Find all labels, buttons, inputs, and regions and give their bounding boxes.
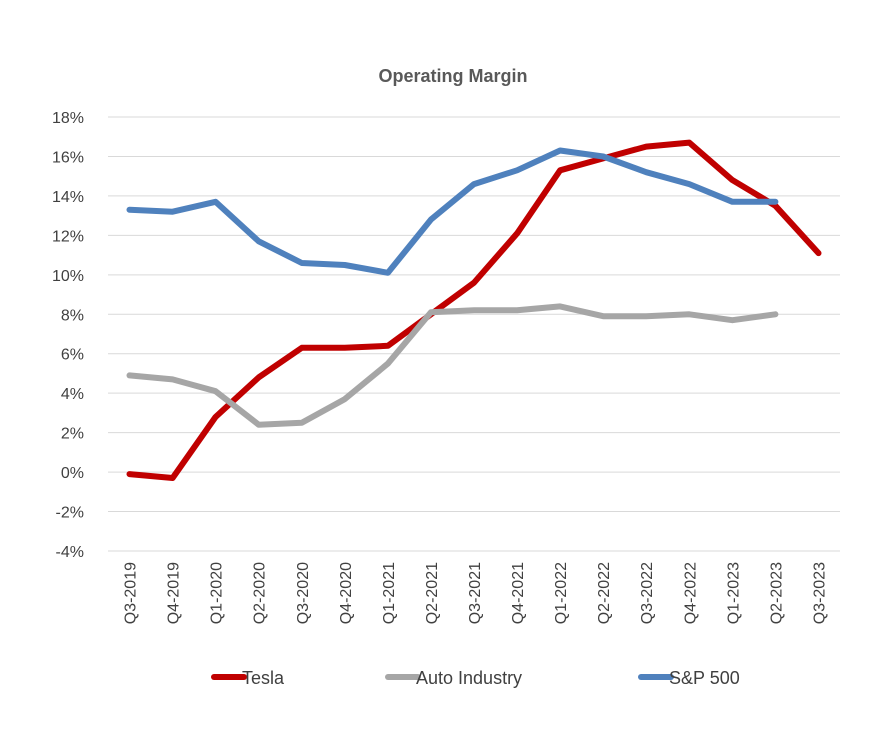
y-tick-label: 16% <box>52 149 84 166</box>
legend: Tesla Auto Industry S&P 500 <box>211 668 740 688</box>
chart-title: Operating Margin <box>378 66 527 86</box>
x-tick-label: Q2-2022 <box>596 562 613 624</box>
series-line-tesla <box>126 139 822 481</box>
gridlines <box>108 116 840 552</box>
x-tick-label: Q1-2021 <box>381 562 398 624</box>
series-lines <box>126 139 822 481</box>
series-line-auto-industry <box>126 303 779 428</box>
y-tick-label: 8% <box>61 307 84 324</box>
y-tick-label: 0% <box>61 465 84 482</box>
x-tick-label: Q3-2022 <box>639 562 656 624</box>
y-tick-label: 4% <box>61 386 84 403</box>
x-tick-label: Q3-2023 <box>811 562 828 624</box>
y-tick-label: 14% <box>52 189 84 206</box>
y-tick-label: 2% <box>61 426 84 443</box>
x-tick-label: Q2-2023 <box>768 562 785 624</box>
y-axis-ticks: 18% 16% 14% 12% 10% 8% 6% 4% 2% 0% -2% -4% <box>52 110 84 561</box>
x-tick-label: Q1-2022 <box>553 562 570 624</box>
x-tick-label: Q2-2020 <box>252 562 269 624</box>
y-tick-label: 10% <box>52 268 84 285</box>
legend-label-auto-industry: Auto Industry <box>416 668 522 688</box>
y-tick-label: 6% <box>61 347 84 364</box>
x-tick-label: Q3-2021 <box>467 562 484 624</box>
y-tick-label: 12% <box>52 228 84 245</box>
x-axis-ticks: Q3-2019 Q4-2019 Q1-2020 Q2-2020 Q3-2020 Q4-20… <box>123 562 829 624</box>
x-tick-label: Q4-2020 <box>338 562 355 624</box>
x-tick-label: Q4-2022 <box>682 562 699 624</box>
x-tick-label: Q1-2020 <box>209 562 226 624</box>
series-line-s-p-500 <box>126 147 779 276</box>
y-tick-label: 18% <box>52 110 84 127</box>
x-tick-label: Q4-2021 <box>510 562 527 624</box>
y-tick-label: -2% <box>56 505 84 522</box>
legend-label-tesla: Tesla <box>242 668 285 688</box>
x-tick-label: Q3-2019 <box>123 562 140 624</box>
x-tick-label: Q3-2020 <box>295 562 312 624</box>
y-tick-label: -4% <box>56 544 84 561</box>
x-tick-label: Q1-2023 <box>725 562 742 624</box>
legend-label-s-p-500: S&P 500 <box>669 668 740 688</box>
x-tick-label: Q4-2019 <box>166 562 183 624</box>
x-tick-label: Q2-2021 <box>424 562 441 624</box>
